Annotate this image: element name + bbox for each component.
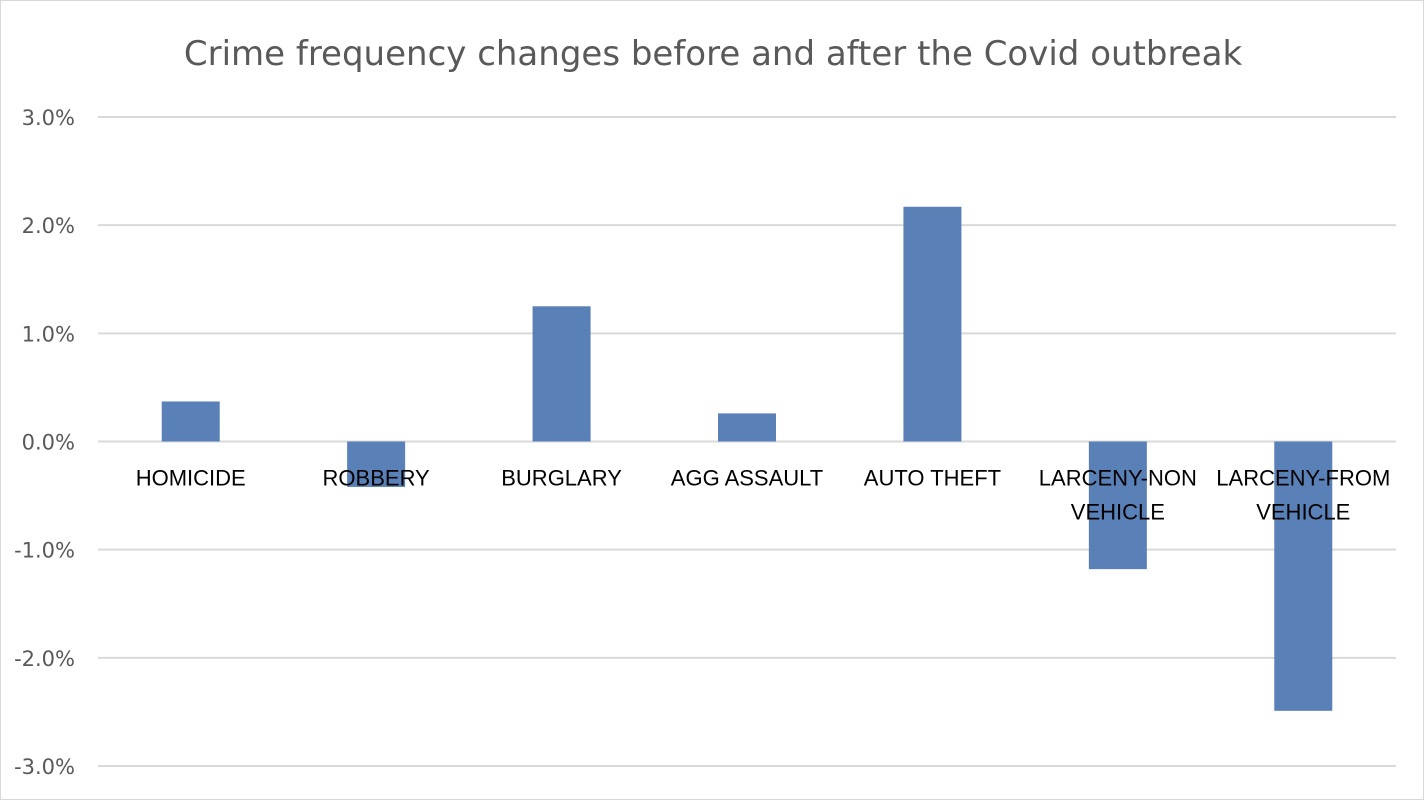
bars xyxy=(161,206,1333,711)
y-tick-label: 3.0% xyxy=(22,106,75,130)
x-tick-label: ROBBERY xyxy=(323,466,431,491)
x-axis-ticks: HOMICIDE ROBBERY BURGLARY AGG ASSAULT AUTO T… xyxy=(136,466,1391,525)
bar xyxy=(718,413,776,442)
bar xyxy=(1274,441,1333,711)
y-tick-label: 2.0% xyxy=(22,214,75,238)
y-tick-label: -1.0% xyxy=(14,539,75,563)
bar xyxy=(903,206,962,442)
gridlines xyxy=(98,116,1396,767)
x-tick-label: AUTO THEFT xyxy=(864,466,1001,491)
bar xyxy=(1088,441,1147,570)
y-axis-ticks: 3.0% 2.0% 1.0% 0.0% -1.0% -2.0% -3.0% xyxy=(14,106,75,779)
y-tick-label: 1.0% xyxy=(22,322,75,346)
x-tick-label: HOMICIDE xyxy=(136,466,246,491)
x-tick-label: LARCENY-FROM VEHICLE xyxy=(1216,466,1390,525)
chart-title: Crime frequency changes before and after… xyxy=(184,34,1243,74)
x-tick-label: BURGLARY xyxy=(501,466,622,491)
y-tick-label: -3.0% xyxy=(14,755,75,779)
bar xyxy=(347,441,406,487)
bar xyxy=(532,306,591,442)
x-tick-label: AGG ASSAULT xyxy=(671,466,823,491)
x-tick-label: LARCENY-NON VEHICLE xyxy=(1039,466,1197,525)
y-tick-label: -2.0% xyxy=(14,647,75,671)
y-tick-label: 0.0% xyxy=(22,431,75,455)
bar xyxy=(161,401,220,442)
